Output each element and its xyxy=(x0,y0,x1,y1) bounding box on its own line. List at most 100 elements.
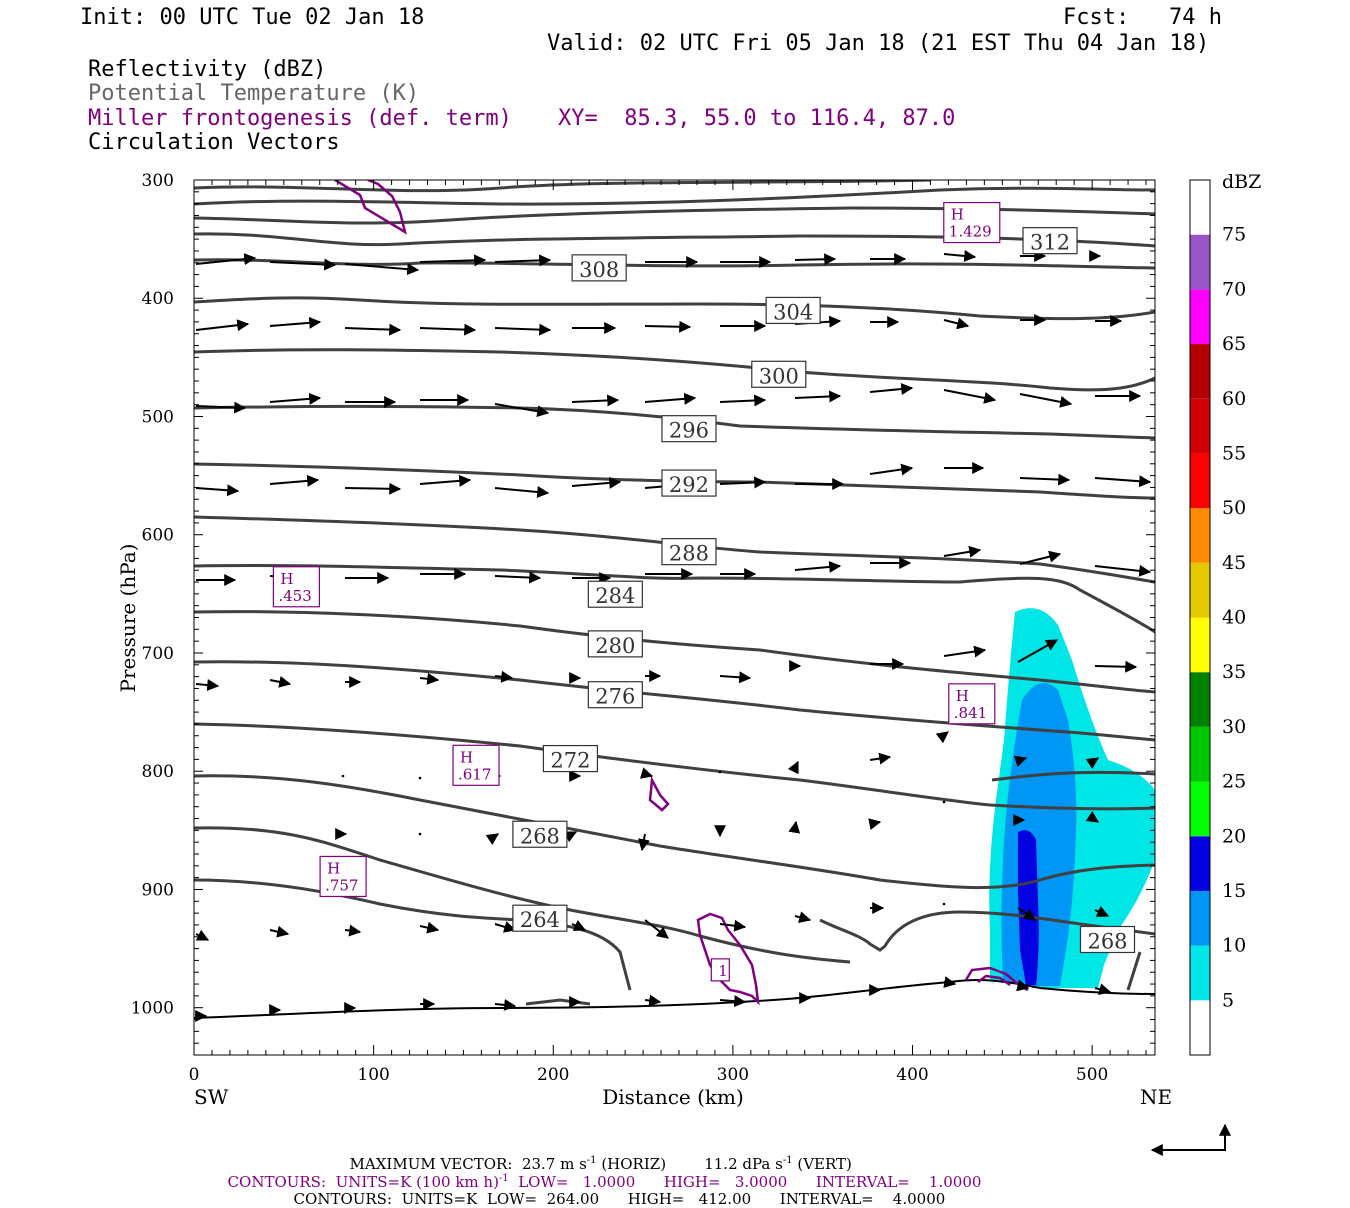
theta-contour-label: 280 xyxy=(595,634,635,658)
field-reflectivity: Reflectivity (dBZ) xyxy=(88,57,327,82)
fronto-max-label: H xyxy=(327,859,340,877)
fronto-max-value: .617 xyxy=(458,765,491,783)
circulation-vector xyxy=(1085,811,1099,823)
circulation-vector xyxy=(719,995,747,1008)
theta-contour-label: 292 xyxy=(669,473,709,497)
x-tick-label: 100 xyxy=(357,1065,389,1085)
circulation-vector xyxy=(419,254,487,267)
circulation-vector xyxy=(869,463,914,476)
circulation-vector xyxy=(935,731,949,744)
colorbar-label: 55 xyxy=(1222,442,1246,464)
theta-line xyxy=(1126,951,1142,991)
theta-label-box xyxy=(1079,925,1136,954)
fronto-contour xyxy=(334,180,407,235)
circulation-vector xyxy=(494,670,514,683)
contours-interval: INTERVAL= 4.0000 xyxy=(779,1190,946,1208)
theta-line xyxy=(194,462,1155,500)
circulation-vectors xyxy=(195,249,1152,1022)
theta-contour-label: 264 xyxy=(520,908,560,932)
fronto-max-label: H xyxy=(951,206,964,224)
circulation-vector xyxy=(195,679,220,691)
maxvec-vert-unit: (VERT) xyxy=(797,1155,852,1173)
maxvec-horiz: 23.7 m s xyxy=(521,1155,587,1173)
theta-contour-label: 268 xyxy=(1087,929,1127,953)
circulation-vector xyxy=(943,317,970,330)
footer-contours-theta: CONTOURS: UNITS=K LOW= 264.00 HIGH= 412.… xyxy=(284,1177,946,1208)
scale-vector-arrow xyxy=(1150,1125,1226,1156)
colorbar: 5 10 15 20 25 30 35 40 45 50 55 60 65 70 75 dBZ xyxy=(1189,171,1261,1056)
maxvec-vert-exp: -1 xyxy=(782,1155,793,1166)
theta-label-box xyxy=(587,580,643,608)
circulation-vector xyxy=(943,249,977,262)
circulation-vector xyxy=(1017,907,1036,921)
colorbar-bin xyxy=(1190,781,1210,837)
circulation-vector xyxy=(494,254,552,267)
circulation-vector xyxy=(269,258,337,271)
circulation-vector xyxy=(269,392,322,405)
circulation-vector xyxy=(1017,639,1059,663)
circulation-vector xyxy=(794,911,812,924)
theta-line xyxy=(194,563,1155,634)
theta-label-box xyxy=(587,681,643,709)
circulation-vector xyxy=(718,770,722,774)
y-tick-label: 500 xyxy=(142,407,174,427)
colorbar-label: 30 xyxy=(1222,716,1246,738)
x-axis-title: Distance (km) xyxy=(602,1085,744,1109)
circulation-vector xyxy=(869,383,914,395)
right-end-label: NE xyxy=(1140,1085,1172,1109)
theta-contour-label: 312 xyxy=(1030,231,1070,255)
colorbar-bin xyxy=(1190,344,1210,399)
colorbar-bin xyxy=(1190,945,1210,1001)
fronto-max-value: .841 xyxy=(954,704,987,722)
y-tick-label: 900 xyxy=(142,880,174,900)
colorbar-title: dBZ xyxy=(1222,171,1261,193)
fronto-max-box xyxy=(452,744,500,786)
circulation-vector xyxy=(644,994,662,1007)
circulation-vector xyxy=(794,253,837,266)
circulation-vector xyxy=(195,253,257,266)
field-frontogenesis: Miller frontogenesis (def. term) xyxy=(88,106,512,131)
fronto-max-box xyxy=(948,683,996,725)
circulation-vector xyxy=(639,767,654,779)
circulation-vector xyxy=(1019,393,1073,408)
theta-label-box xyxy=(512,904,568,932)
colorbar-label: 25 xyxy=(1222,771,1246,793)
theta-label-box xyxy=(661,469,717,497)
circulation-vector xyxy=(1094,906,1110,917)
colorbar-label: 60 xyxy=(1222,388,1246,410)
theta-line xyxy=(194,774,1155,890)
circulation-vector xyxy=(868,818,882,831)
x-tick-label: 500 xyxy=(1076,1065,1108,1085)
theta-line xyxy=(991,770,1155,782)
theta-label-box xyxy=(571,254,627,282)
colorbar-bin xyxy=(1190,890,1210,946)
theta-label-box xyxy=(587,630,643,658)
colorbar-label: 5 xyxy=(1222,989,1234,1011)
colorbar-label: 70 xyxy=(1222,278,1246,300)
circulation-vector xyxy=(794,390,842,403)
contours-high: HIGH= 3.0000 xyxy=(663,1173,788,1191)
left-end-label: SW xyxy=(194,1085,229,1109)
theta-line xyxy=(194,206,1155,225)
colorbar-label: 50 xyxy=(1222,497,1246,519)
colorbar-bin xyxy=(1190,562,1210,618)
colorbar-bin xyxy=(1190,726,1210,782)
circulation-vector xyxy=(788,820,801,834)
circulation-vector xyxy=(563,831,578,843)
theta-label-box xyxy=(661,415,717,443)
fronto-max-label: H xyxy=(460,748,473,766)
theta-line xyxy=(194,405,1155,440)
colorbar-label: 75 xyxy=(1222,224,1246,246)
circulation-vector xyxy=(794,560,842,573)
circulation-vector xyxy=(942,902,946,906)
fronto-contour xyxy=(977,974,1011,987)
circulation-vector xyxy=(419,921,440,934)
circulation-vector xyxy=(1085,757,1099,769)
circulation-vector xyxy=(571,920,587,931)
theta-label-box xyxy=(542,744,599,773)
y-tick-label: 1000 xyxy=(131,999,174,1019)
circulation-vector xyxy=(419,474,472,487)
circulation-vector xyxy=(269,474,320,487)
maxvec-horiz-exp: -1 xyxy=(586,1155,597,1166)
